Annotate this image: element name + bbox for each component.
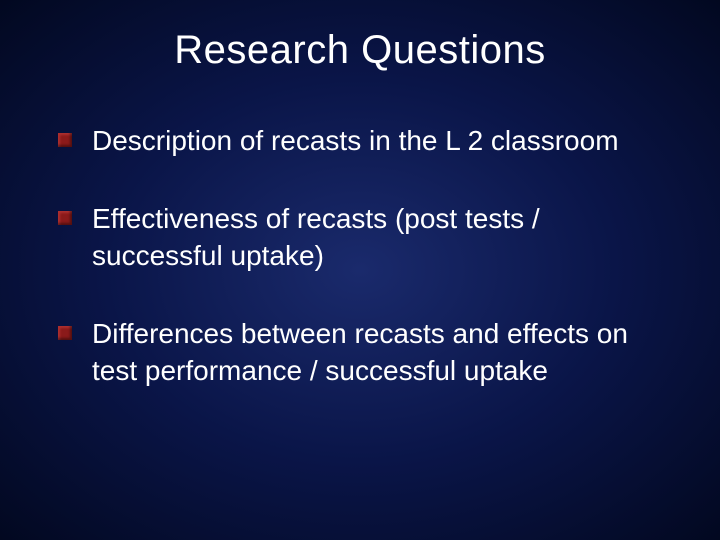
list-item: Effectiveness of recasts (post tests / s… bbox=[58, 201, 670, 274]
bullet-text: Description of recasts in the L 2 classr… bbox=[92, 125, 619, 156]
bullet-text: Differences between recasts and effects … bbox=[92, 318, 628, 385]
presentation-slide: Research Questions Description of recast… bbox=[0, 0, 720, 540]
bullet-marker-icon bbox=[58, 133, 72, 147]
bullet-text: Effectiveness of recasts (post tests / s… bbox=[92, 203, 540, 270]
bullet-marker-icon bbox=[58, 326, 72, 340]
bullet-marker-icon bbox=[58, 211, 72, 225]
list-item: Description of recasts in the L 2 classr… bbox=[58, 123, 670, 159]
bullet-list: Description of recasts in the L 2 classr… bbox=[50, 123, 670, 389]
list-item: Differences between recasts and effects … bbox=[58, 316, 670, 389]
slide-title: Research Questions bbox=[50, 28, 670, 73]
